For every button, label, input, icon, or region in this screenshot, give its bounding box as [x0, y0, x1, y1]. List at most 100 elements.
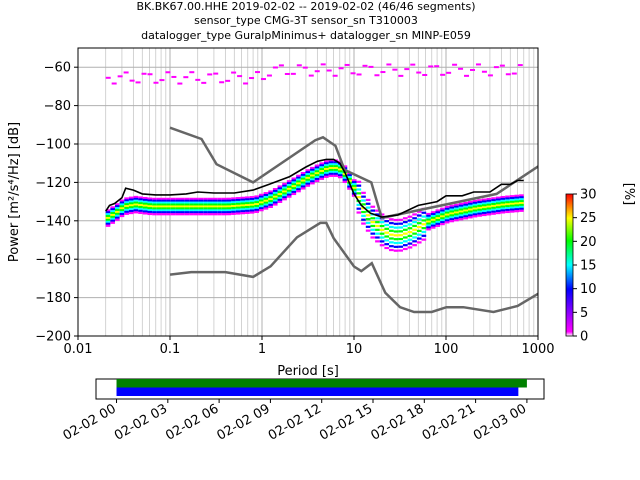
density-cell — [105, 209, 111, 212]
density-cell — [175, 197, 181, 200]
density-cell — [282, 188, 287, 191]
outlier-cell — [159, 79, 165, 82]
density-cell — [226, 199, 232, 202]
density-cell — [170, 205, 176, 208]
density-cell — [495, 204, 501, 207]
outlier-cell — [374, 74, 380, 77]
density-cell — [463, 201, 469, 205]
outlier-cell — [254, 71, 260, 74]
density-cell — [319, 173, 325, 177]
density-cell — [481, 211, 487, 215]
density-cell — [124, 205, 129, 208]
density-cell — [156, 209, 162, 212]
density-cell — [389, 233, 394, 236]
density-cell — [277, 189, 283, 192]
density-cell — [407, 223, 413, 226]
density-cell — [495, 210, 501, 213]
density-cell — [207, 211, 213, 214]
density-cell — [458, 214, 464, 217]
density-cell — [444, 209, 450, 212]
density-cell — [486, 213, 492, 216]
outlier-cell — [398, 74, 404, 77]
density-cell — [217, 209, 222, 212]
density-cell — [333, 167, 338, 170]
density-cell — [268, 196, 273, 199]
density-cell — [254, 195, 259, 198]
density-cell — [272, 197, 278, 200]
density-cell — [147, 199, 153, 202]
outlier-cell — [260, 78, 266, 81]
density-cell — [291, 192, 297, 196]
density-cell — [300, 171, 306, 175]
density-cell — [189, 211, 194, 214]
density-cell — [495, 202, 501, 205]
density-cell — [505, 207, 510, 210]
density-cell — [217, 205, 222, 208]
density-cell — [333, 161, 338, 164]
density-cell — [389, 245, 394, 248]
density-cell — [468, 212, 473, 215]
density-cell — [463, 209, 469, 212]
outlier-cell — [464, 74, 470, 77]
density-cell — [328, 167, 334, 170]
density-cell — [282, 192, 287, 195]
density-cell — [166, 201, 171, 204]
density-cell — [203, 201, 208, 204]
density-cell — [119, 212, 125, 216]
density-cell — [282, 194, 287, 197]
density-cell — [184, 211, 190, 214]
density-cell — [472, 215, 478, 218]
density-cell — [444, 217, 450, 220]
density-cell — [319, 175, 325, 178]
density-cell — [365, 229, 371, 232]
density-cell — [184, 201, 190, 204]
density-cell — [254, 208, 259, 212]
density-cell — [458, 204, 464, 207]
density-cell — [356, 180, 362, 183]
density-cell — [235, 197, 241, 200]
density-cell — [370, 224, 376, 228]
density-cell — [152, 209, 157, 212]
x-ticks: 0.01 0.1 1 10 100 1000 — [64, 336, 555, 357]
density-cell — [124, 199, 129, 202]
density-cell — [481, 208, 487, 211]
density-cell — [272, 193, 278, 196]
density-cell — [147, 197, 153, 200]
density-cell — [509, 197, 515, 200]
density-cell — [324, 168, 329, 171]
density-cell — [324, 169, 329, 173]
density-cell — [495, 200, 501, 203]
density-cell — [296, 180, 301, 183]
density-cell — [435, 215, 441, 218]
density-cell — [402, 228, 408, 231]
density-cell — [231, 201, 236, 204]
outlier-cell — [487, 74, 493, 77]
density-cell — [491, 208, 496, 211]
density-cell — [514, 196, 520, 199]
density-cell — [110, 213, 115, 217]
density-cell — [147, 209, 153, 212]
density-cell — [435, 209, 441, 212]
density-cell — [351, 190, 357, 193]
density-cell — [454, 217, 459, 220]
density-cell — [310, 172, 315, 175]
density-cell — [193, 203, 199, 206]
density-cell — [389, 248, 394, 252]
outlier-cell — [481, 70, 487, 73]
density-cell — [166, 209, 171, 212]
density-cell — [500, 201, 506, 204]
density-cell — [319, 171, 325, 175]
density-cell — [361, 199, 366, 202]
density-cell — [203, 211, 208, 214]
density-cell — [245, 198, 250, 201]
outlier-cell — [469, 68, 475, 71]
density-cell — [486, 205, 492, 208]
density-cell — [305, 184, 311, 187]
density-cell — [495, 198, 501, 201]
density-cell — [235, 202, 241, 206]
density-cell — [240, 212, 246, 215]
density-cell — [342, 174, 348, 178]
mode-line — [105, 158, 524, 218]
density-cell — [128, 206, 134, 209]
density-cell — [463, 211, 469, 214]
